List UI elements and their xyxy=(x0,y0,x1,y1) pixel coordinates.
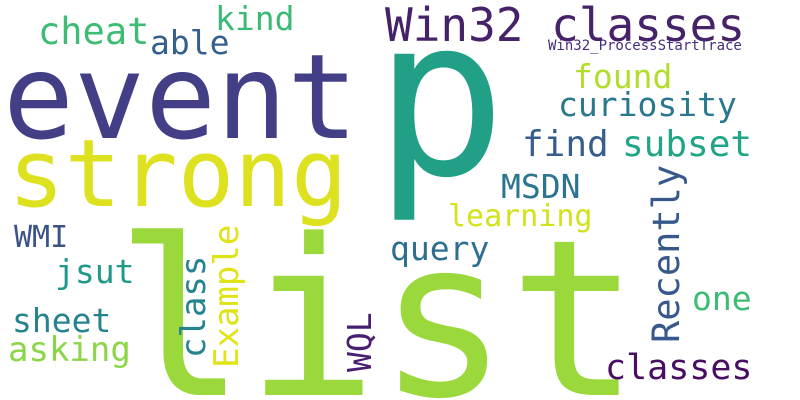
word-curiosity: curiosity xyxy=(558,85,737,124)
word-classes: classes xyxy=(605,348,753,388)
word-list: list xyxy=(115,194,640,400)
word-win32-processstarttrace: Win32_ProcessStartTrace xyxy=(548,38,742,54)
word-sheet: sheet xyxy=(12,301,112,340)
word-wmi: WMI xyxy=(14,220,69,255)
word-recently: Recently xyxy=(645,164,688,343)
word-learning: learning xyxy=(448,199,593,234)
word-query: query xyxy=(390,229,490,268)
word-example: Example xyxy=(207,224,247,368)
word-wql: WQL xyxy=(340,312,379,372)
word-asking: asking xyxy=(8,330,131,370)
word-win32-classes: Win32 classes xyxy=(385,0,746,52)
word-able: able xyxy=(150,23,230,62)
word-event: event xyxy=(3,28,359,166)
word-one: one xyxy=(692,279,752,318)
word-found: found xyxy=(573,57,673,96)
word-class: class xyxy=(174,255,214,358)
word-strong: strong xyxy=(8,120,348,229)
word-subset: subset xyxy=(622,124,753,165)
word-find: find xyxy=(522,124,609,165)
word-cheat: cheat xyxy=(38,10,150,53)
word-jsut: jsut xyxy=(55,252,135,291)
word-kind: kind xyxy=(215,0,295,38)
word-msdn: MSDN xyxy=(501,167,581,206)
word-p: p xyxy=(374,0,507,226)
